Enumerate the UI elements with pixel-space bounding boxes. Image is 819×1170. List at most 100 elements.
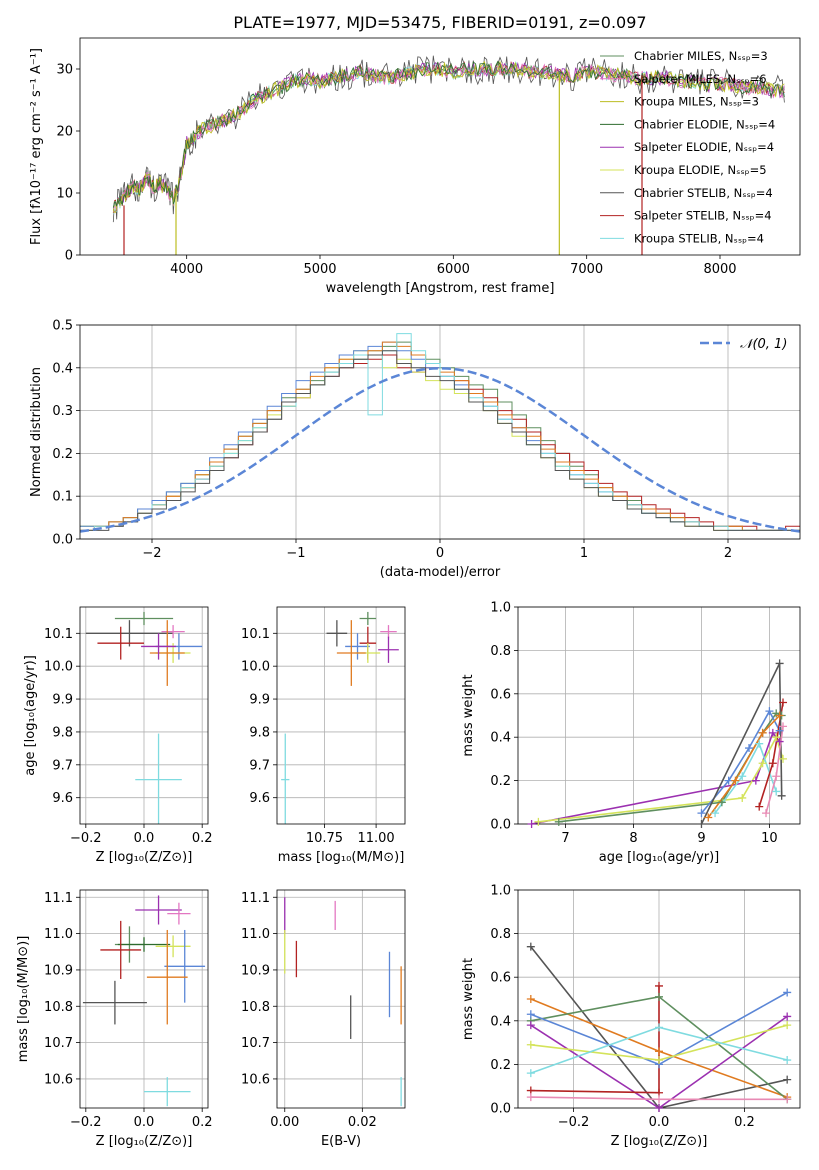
mass_vs_z-ytick-label-2: 10.8 — [44, 1000, 73, 1015]
weight_vs_age-axes: 7 8 9 10 0.0 0.2 0.4 0.6 0.8 1.0 age [log₁₀(age/yr… — [461, 601, 800, 865]
weight_vs_z-marker-6-1 — [655, 1023, 663, 1032]
weight_vs_age-ytick-label-2: 0.4 — [490, 731, 511, 746]
age_vs_mass-ytick-label-5: 10.1 — [241, 627, 270, 642]
mass_vs_ebv-xtick-label-0: 0.00 — [270, 1115, 299, 1130]
weight_vs_age-marker-4-1 — [731, 776, 740, 785]
weight_vs_z-marker-5-0 — [526, 1040, 535, 1049]
residual-legend: 𝒩(0, 1) — [700, 337, 787, 352]
mass_vs_z-ytick-label-4: 11.0 — [44, 927, 73, 942]
mass_vs_z-point-6 — [164, 929, 206, 1003]
mass_vs_z-xtick-label-1: 0.0 — [134, 1115, 155, 1130]
residuals-xtick-label-3: 1 — [580, 546, 588, 561]
mass_vs_z-point-3 — [117, 937, 171, 952]
weight_vs_z-axes: −0.2 0.0 0.2 0.0 0.2 0.4 0.6 0.8 1.0 Z [log₁₀(Z/Z… — [461, 884, 800, 1149]
weight_vs_age-ylabel: mass weight — [461, 674, 476, 756]
weight_vs_z-xlabel: Z [log₁₀(Z/Z⊙)] — [611, 1134, 708, 1149]
weight_vs_z-series-4 — [530, 1015, 788, 1108]
weight_vs_z-marker-5-1 — [655, 1056, 663, 1065]
residuals-ytick-label-5: 0.5 — [52, 319, 73, 334]
spectrum-ytick-label-0: 0 — [65, 249, 73, 264]
age_vs_mass-point-6 — [336, 620, 366, 686]
age_vs_z-ytick-label-4: 10.0 — [44, 660, 73, 675]
spectrum-line-kroupa-miles — [112, 60, 785, 213]
weight_vs_z-ytick-label-4: 0.8 — [490, 927, 511, 942]
age_vs_mass-ytick-label-4: 10.0 — [241, 660, 270, 675]
weight_vs_age-marker-4-3 — [775, 711, 784, 720]
residuals-xtick-label-0: −2 — [142, 546, 161, 561]
age_vs_z-xtick-label-2: 0.2 — [192, 831, 213, 846]
weight_vs_age-series-5 — [714, 741, 777, 814]
weight_vs_age-marker-8-1 — [772, 772, 781, 781]
residuals-xtick-label-1: −1 — [286, 546, 305, 561]
mass_vs_z-plot-area — [82, 895, 206, 1107]
weight_vs_age-marker-0-1 — [717, 798, 726, 807]
mass_vs_ebv-plot-area — [284, 897, 402, 1107]
spectrum-ytick-label-3: 30 — [56, 63, 73, 78]
spectrum-legend-label-7: Salpeter STELIB, Nₛₛₚ=4 — [634, 209, 772, 223]
age_vs_mass-point-7 — [378, 636, 399, 663]
age_vs_mass-xtick-label-1: 11.00 — [357, 831, 394, 846]
mass_vs_z-point-5 — [100, 920, 142, 980]
age_vs_mass-point-0 — [359, 611, 377, 626]
weight_vs_age-marker-5-2 — [755, 739, 764, 748]
weight_vs_z-marker-8-0 — [526, 1093, 535, 1102]
weight_vs_z-ytick-label-5: 1.0 — [490, 884, 511, 899]
mass_vs_z-point-9 — [144, 1077, 191, 1107]
residuals-xtick-label-4: 2 — [724, 546, 732, 561]
age_vs_z-xtick-label-1: 0.0 — [134, 831, 155, 846]
mass_vs_z-ytick-label-5: 11.1 — [44, 891, 73, 906]
mass_vs_z-ytick-label-3: 10.9 — [44, 963, 73, 978]
normal-curve — [80, 367, 800, 533]
age_vs_z-frame — [79, 606, 209, 825]
weight_vs_age-marker-6-2 — [779, 698, 788, 707]
figure-title: PLATE=1977, MJD=53475, FIBERID=0191, z=0… — [233, 13, 646, 32]
weight_vs_age-ytick-label-5: 1.0 — [490, 601, 511, 616]
age_vs_mass-ytick-label-1: 9.7 — [249, 758, 270, 773]
mass_vs_z-point-7 — [146, 929, 188, 1025]
spectrum-xtick-label-4: 8000 — [703, 262, 736, 277]
age_vs_z-point-3 — [97, 626, 144, 660]
spectrum-legend-label-5: Kroupa ELODIE, Nₛₛₚ=5 — [634, 163, 767, 177]
mass_vs_z-ytick-label-1: 10.7 — [44, 1036, 73, 1051]
weight_vs_age-marker-3-3 — [765, 707, 774, 716]
age_vs_mass-ytick-label-0: 9.6 — [249, 791, 270, 806]
weight_vs_age-ytick-label-3: 0.6 — [490, 687, 511, 702]
age_vs_mass-point-1 — [326, 620, 348, 647]
residual-hist-6 — [80, 350, 800, 531]
mass_vs_z-point-1 — [167, 902, 191, 925]
weight_vs_age-xtick-label-3: 10 — [761, 831, 778, 846]
age_vs_z-axes: −0.2 0.0 0.2 9.6 9.7 9.8 9.9 10.0 10.1 Z [log₁₀(Z… — [23, 607, 213, 865]
residuals-ytick-label-4: 0.4 — [52, 361, 73, 376]
weight_vs_z-marker-0-2 — [783, 1075, 792, 1084]
weight_vs_z-marker-5-2 — [783, 1021, 792, 1030]
weight_vs_z-marker-4-0 — [526, 1021, 535, 1030]
weight_vs_age-marker-1-1 — [751, 776, 760, 785]
weight_vs_age-ytick-label-4: 0.8 — [490, 644, 511, 659]
age_vs_z-point-6 — [149, 620, 185, 686]
age_vs_z-plot-area — [85, 611, 203, 824]
weight_vs_age-marker-5-1 — [738, 772, 747, 781]
weight_vs_age-marker-7-2 — [777, 791, 786, 800]
mass_vs_ebv-axes: 0.00 0.02 10.6 10.7 10.8 10.9 11.0 11.1 E(B-V) — [241, 890, 405, 1149]
age_vs_z-point-2 — [161, 625, 185, 639]
weight_vs_z-marker-1-0 — [526, 995, 535, 1003]
weight_vs_age-marker-2-2 — [758, 759, 767, 768]
spectrum-xtick-label-0: 4000 — [170, 262, 203, 277]
residual-legend-label: 𝒩(0, 1) — [740, 337, 787, 352]
spectrum-axes: 4000 5000 6000 7000 8000 0 10 20 30 wavelength [A… — [29, 48, 737, 296]
weight_vs_age-marker-2-3 — [772, 733, 781, 742]
age_vs_mass-ytick-label-2: 9.8 — [249, 725, 270, 740]
weight_vs_z-marker-3-0 — [526, 1010, 535, 1019]
weight_vs_z-marker-4-1 — [655, 1104, 663, 1112]
age_vs_z-point-1 — [85, 620, 174, 647]
residuals-ytick-label-3: 0.3 — [52, 404, 73, 419]
mass_vs_z-point-8 — [82, 980, 147, 1025]
spectrum-legend: Chabrier MILES, Nₛₛₚ=3 Salpeter MILES, Nₛ… — [600, 49, 775, 245]
age_vs_z-ytick-label-5: 10.1 — [44, 627, 73, 642]
age_vs_z-point-0 — [114, 611, 174, 626]
weight_vs_age-xlabel: age [log₁₀(age/yr)] — [599, 850, 720, 865]
age_vs_mass-xtick-label-0: 10.75 — [306, 831, 343, 846]
weight_vs_z-marker-6-2 — [783, 1056, 792, 1065]
weight_vs_z-marker-4-2 — [783, 1012, 792, 1021]
